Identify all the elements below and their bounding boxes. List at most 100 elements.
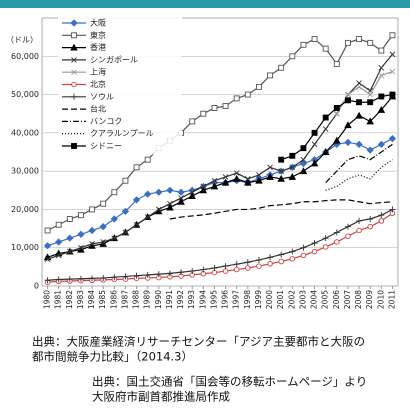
marker (389, 32, 396, 39)
marker (144, 156, 151, 163)
marker (321, 148, 330, 155)
marker (178, 195, 184, 201)
source-caption: 出典：国土交通省「国会等の移転ホームページ」より (92, 375, 367, 389)
marker (389, 206, 396, 213)
marker (322, 45, 329, 52)
x-tick-label: 2011 (387, 290, 396, 309)
marker (77, 212, 84, 219)
x-tick-label: 1981 (54, 290, 63, 309)
marker (66, 216, 73, 222)
marker (89, 206, 96, 213)
marker (289, 248, 296, 255)
marker (77, 230, 85, 238)
marker (66, 276, 73, 283)
source-caption: 都市間競争力比較」（2014.3） (32, 350, 193, 364)
marker (311, 129, 318, 136)
marker (100, 200, 107, 207)
marker (122, 177, 129, 184)
marker (355, 111, 363, 119)
y-tick-label: 40,000 (11, 128, 39, 137)
marker (211, 265, 218, 272)
y-tick-label: 60,000 (11, 52, 39, 61)
marker (278, 64, 285, 71)
legend-box (58, 17, 182, 155)
x-tick-label: 1999 (254, 290, 263, 309)
marker (55, 238, 63, 246)
marker (178, 269, 185, 276)
marker (289, 53, 296, 60)
marker (132, 196, 141, 204)
marker (389, 68, 396, 75)
x-tick-label: 1998 (243, 290, 252, 309)
marker (189, 118, 196, 125)
marker (278, 156, 285, 163)
marker (233, 95, 240, 102)
marker (189, 268, 196, 275)
marker (222, 174, 229, 180)
marker (155, 188, 163, 196)
marker (322, 235, 329, 242)
x-tick-label: 2007 (343, 290, 352, 309)
marker (378, 64, 385, 71)
x-tick-label: 2009 (365, 290, 374, 309)
marker (322, 126, 329, 132)
marker (177, 188, 185, 196)
marker (44, 277, 51, 284)
marker (222, 263, 229, 270)
marker (334, 239, 340, 245)
x-tick-label: 1982 (65, 290, 74, 309)
marker (344, 39, 351, 46)
legend-label: 東京 (90, 30, 106, 40)
marker (71, 69, 77, 76)
x-tick-label: 2010 (376, 290, 385, 309)
marker (300, 145, 307, 152)
marker (222, 268, 229, 274)
marker (378, 72, 385, 79)
marker (43, 242, 52, 250)
marker (70, 43, 78, 51)
x-tick-label: 2003 (298, 290, 307, 309)
y-tick-label: 50,000 (11, 90, 39, 99)
marker (300, 252, 307, 259)
marker (266, 172, 274, 180)
marker (344, 223, 351, 230)
marker (133, 272, 140, 279)
marker (378, 218, 385, 224)
marker (100, 274, 107, 281)
marker (377, 140, 385, 148)
x-tick-label: 1980 (43, 290, 52, 309)
marker (144, 190, 152, 198)
marker (211, 177, 218, 184)
series-line (325, 143, 393, 184)
x-tick-label: 1994 (198, 290, 207, 309)
marker (356, 99, 363, 106)
marker (311, 248, 318, 255)
marker (300, 41, 307, 48)
marker (199, 186, 208, 194)
marker (311, 240, 318, 247)
marker (71, 81, 77, 88)
marker (71, 57, 77, 63)
x-tick-label: 1992 (176, 290, 185, 309)
marker (256, 263, 262, 269)
marker (78, 244, 84, 251)
marker (267, 261, 273, 267)
marker (211, 105, 218, 111)
marker (244, 91, 251, 98)
marker (111, 235, 118, 241)
marker (356, 84, 362, 90)
marker (155, 271, 162, 278)
marker (255, 176, 263, 184)
marker (100, 239, 107, 245)
legend-label: クアラルンプール (90, 129, 154, 138)
x-tick-label: 2004 (310, 290, 319, 309)
x-tick-label: 2000 (265, 290, 274, 309)
marker (333, 229, 340, 236)
marker (267, 72, 274, 79)
marker (367, 216, 374, 222)
marker (66, 234, 74, 242)
marker (355, 140, 363, 148)
x-tick-label: 1984 (87, 290, 96, 309)
x-tick-label: 1997 (232, 290, 241, 309)
